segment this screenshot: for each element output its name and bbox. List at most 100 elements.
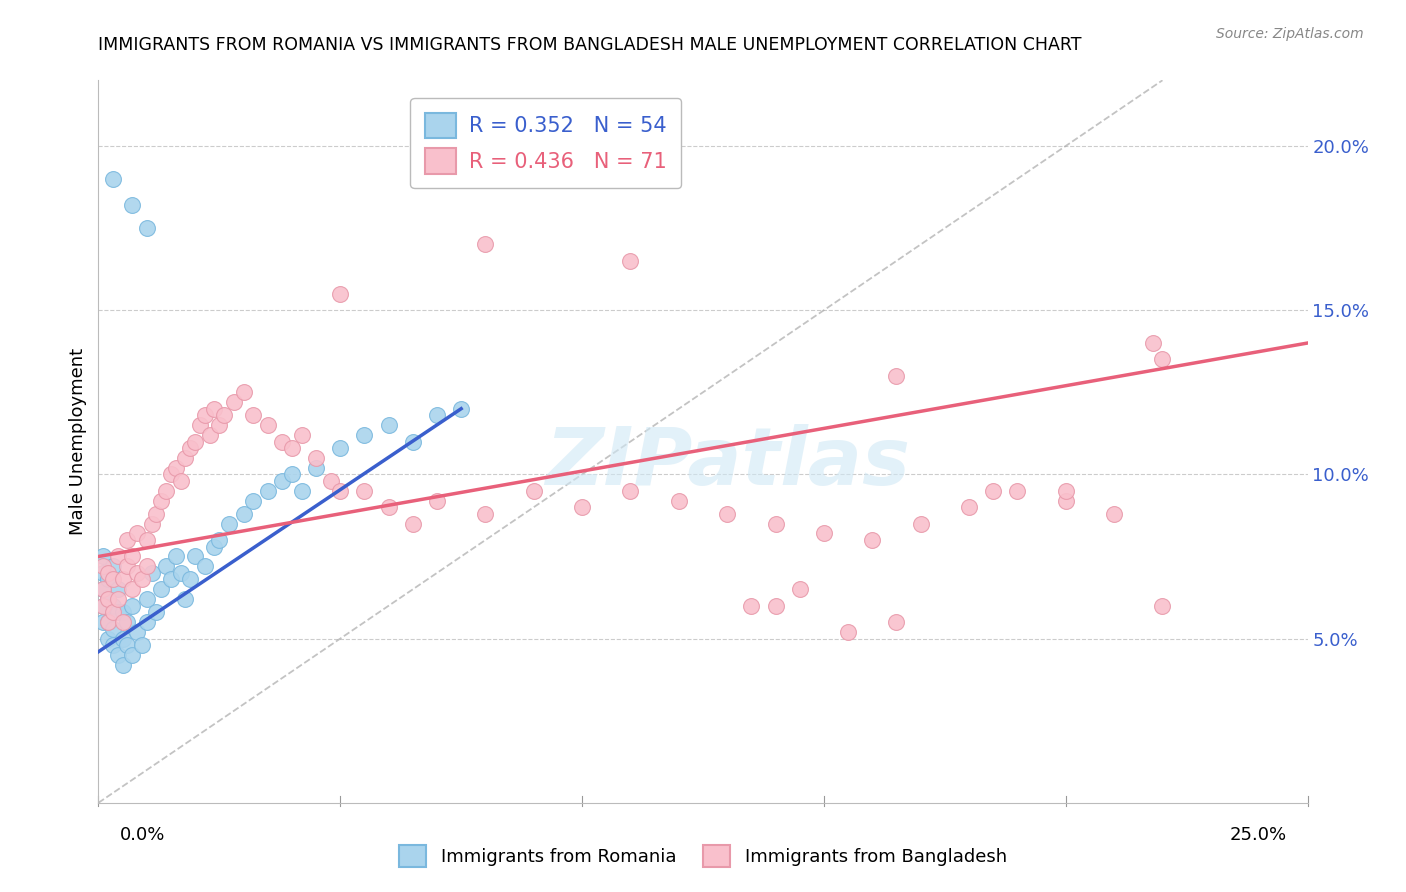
Point xyxy=(165,460,187,475)
Point xyxy=(91,582,114,597)
Point xyxy=(353,483,375,498)
Point xyxy=(222,395,245,409)
Point xyxy=(91,599,114,613)
Point xyxy=(426,409,449,423)
Point xyxy=(860,533,883,547)
Point xyxy=(135,533,157,547)
Point xyxy=(329,441,352,455)
Point xyxy=(1152,352,1174,367)
Point xyxy=(179,573,201,587)
Point xyxy=(886,615,908,630)
Point xyxy=(121,599,143,613)
Point xyxy=(837,625,859,640)
Point xyxy=(97,615,120,630)
Text: ZIPatlas: ZIPatlas xyxy=(544,425,910,502)
Point xyxy=(117,638,139,652)
Point xyxy=(141,566,163,580)
Point xyxy=(281,467,304,482)
Point xyxy=(194,409,217,423)
Point xyxy=(232,507,254,521)
Point xyxy=(242,493,264,508)
Point xyxy=(290,483,312,498)
Point xyxy=(111,632,134,646)
Legend: R = 0.352   N = 54, R = 0.436   N = 71: R = 0.352 N = 54, R = 0.436 N = 71 xyxy=(411,98,681,188)
Point xyxy=(910,516,932,531)
Point xyxy=(101,638,124,652)
Point xyxy=(204,540,226,554)
Point xyxy=(242,409,264,423)
Point xyxy=(150,493,173,508)
Point xyxy=(271,474,294,488)
Point xyxy=(208,533,231,547)
Point xyxy=(271,434,294,449)
Point xyxy=(290,428,312,442)
Point xyxy=(305,460,328,475)
Point xyxy=(97,592,120,607)
Point xyxy=(127,625,149,640)
Point xyxy=(101,573,124,587)
Point xyxy=(174,450,197,465)
Point xyxy=(91,566,114,580)
Point xyxy=(789,582,811,597)
Point xyxy=(101,599,124,613)
Point xyxy=(426,493,449,508)
Text: 0.0%: 0.0% xyxy=(120,826,165,844)
Point xyxy=(957,500,980,515)
Point xyxy=(131,573,153,587)
Point xyxy=(107,592,129,607)
Point xyxy=(145,605,167,619)
Text: IMMIGRANTS FROM ROMANIA VS IMMIGRANTS FROM BANGLADESH MALE UNEMPLOYMENT CORRELAT: IMMIGRANTS FROM ROMANIA VS IMMIGRANTS FR… xyxy=(98,36,1083,54)
Point xyxy=(91,599,114,613)
Point xyxy=(131,638,153,652)
Point xyxy=(1054,493,1077,508)
Point xyxy=(740,599,762,613)
Point xyxy=(174,592,197,607)
Point xyxy=(450,401,472,416)
Point xyxy=(107,549,129,564)
Point xyxy=(97,573,120,587)
Point xyxy=(101,171,124,186)
Point xyxy=(121,582,143,597)
Point xyxy=(101,622,124,636)
Point xyxy=(523,483,546,498)
Point xyxy=(117,559,139,574)
Point xyxy=(319,474,342,488)
Y-axis label: Male Unemployment: Male Unemployment xyxy=(69,348,87,535)
Point xyxy=(155,559,177,574)
Text: 25.0%: 25.0% xyxy=(1229,826,1286,844)
Point xyxy=(111,615,134,630)
Point xyxy=(208,418,231,433)
Point xyxy=(886,368,908,383)
Point xyxy=(127,526,149,541)
Point xyxy=(169,566,191,580)
Point xyxy=(169,474,191,488)
Point xyxy=(198,428,221,442)
Point xyxy=(111,605,134,619)
Point xyxy=(150,582,173,597)
Point xyxy=(111,657,134,672)
Point xyxy=(117,615,139,630)
Point xyxy=(1152,599,1174,613)
Point xyxy=(107,582,129,597)
Point xyxy=(91,615,114,630)
Point xyxy=(117,533,139,547)
Point xyxy=(619,253,641,268)
Point xyxy=(813,526,835,541)
Point xyxy=(765,516,787,531)
Point xyxy=(281,441,304,455)
Point xyxy=(91,549,114,564)
Point xyxy=(184,434,207,449)
Point xyxy=(619,483,641,498)
Point xyxy=(107,605,129,619)
Point xyxy=(184,549,207,564)
Point xyxy=(329,483,352,498)
Point xyxy=(474,507,496,521)
Point xyxy=(765,599,787,613)
Text: Source: ZipAtlas.com: Source: ZipAtlas.com xyxy=(1216,27,1364,41)
Point xyxy=(135,559,157,574)
Point xyxy=(1102,507,1125,521)
Point xyxy=(256,483,278,498)
Point xyxy=(194,559,217,574)
Point xyxy=(141,516,163,531)
Point xyxy=(107,648,129,662)
